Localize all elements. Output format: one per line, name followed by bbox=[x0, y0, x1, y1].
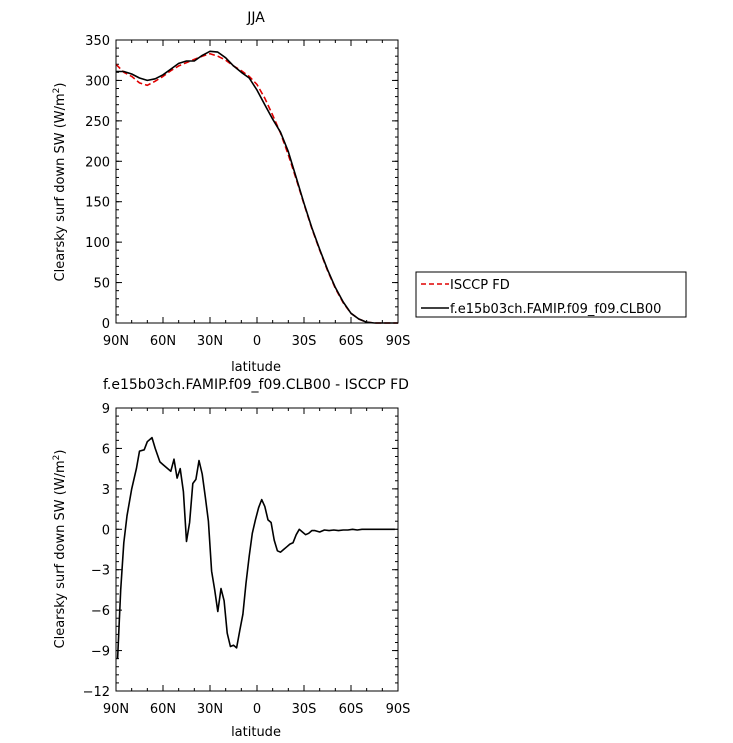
bottom-chart-frame bbox=[115, 407, 399, 692]
top-chart-y-axis-label: Clearsky surf down SW (W/m2) bbox=[52, 83, 68, 282]
x-tick-label: 90S bbox=[386, 702, 411, 717]
y-tick-label: 250 bbox=[85, 115, 110, 130]
bottom-chart-y-axis-label-text: Clearsky surf down SW (W/m bbox=[53, 460, 68, 648]
x-tick-label: 60S bbox=[339, 702, 364, 717]
x-tick-label: 30S bbox=[292, 334, 317, 349]
y-tick-label: 9 bbox=[102, 402, 110, 417]
bottom-chart-title: f.e15b03ch.FAMIP.f09_f09.CLB00 - ISCCP F… bbox=[103, 377, 409, 393]
x-tick-label: 30N bbox=[197, 334, 223, 349]
bottom-chart-ticks: 90N 60N 30N 0 30S 60S 90S 9 6 3 0 −3 −6 −9 −12 bbox=[83, 402, 411, 717]
top-chart-y-axis-label-end: ) bbox=[53, 83, 68, 88]
series-line-isccp-fd bbox=[115, 52, 398, 324]
x-tick-label: 90N bbox=[103, 702, 129, 717]
x-tick-label: 90S bbox=[386, 334, 411, 349]
top-chart-x-axis-label: latitude bbox=[231, 360, 281, 375]
y-tick-label: 0 bbox=[102, 523, 110, 538]
series-line-difference bbox=[116, 436, 395, 659]
top-chart: JJA latitude Clearsky surf down SW (W/m2… bbox=[52, 10, 687, 375]
series-line-f-e15b03ch-famip-f09-f09-clb00 bbox=[116, 50, 398, 324]
top-chart-series bbox=[115, 50, 398, 324]
top-chart-title: JJA bbox=[246, 10, 265, 26]
y-tick-label: 50 bbox=[93, 277, 110, 292]
y-tick-label: 150 bbox=[85, 196, 110, 211]
y-tick-label: −9 bbox=[91, 645, 110, 660]
y-tick-label: 300 bbox=[85, 74, 110, 89]
legend-label-model: f.e15b03ch.FAMIP.f09_f09.CLB00 bbox=[450, 302, 661, 317]
top-chart-legend: ISCCP FD f.e15b03ch.FAMIP.f09_f09.CLB00 bbox=[415, 271, 687, 318]
x-tick-label: 0 bbox=[253, 334, 261, 349]
y-tick-label: 6 bbox=[102, 442, 110, 457]
top-chart-frame bbox=[115, 39, 399, 324]
top-chart-y-axis-label-superscript: 2 bbox=[52, 88, 62, 94]
bottom-chart-y-axis-label: Clearsky surf down SW (W/m2) bbox=[52, 450, 68, 649]
top-chart-ticks: 90N 60N 30N 0 30S 60S 90S 0 50 100 150 200 250 300 350 bbox=[85, 34, 410, 349]
bottom-chart-y-axis-label-end: ) bbox=[53, 450, 68, 455]
x-tick-label: 30S bbox=[292, 702, 317, 717]
y-tick-label: −3 bbox=[91, 564, 110, 579]
bottom-chart-series bbox=[116, 436, 395, 659]
legend-label-isccp: ISCCP FD bbox=[450, 278, 510, 293]
x-tick-label: 60N bbox=[150, 702, 176, 717]
bottom-chart-x-axis-label: latitude bbox=[231, 725, 281, 740]
bottom-chart: f.e15b03ch.FAMIP.f09_f09.CLB00 - ISCCP F… bbox=[52, 377, 410, 740]
x-tick-label: 60S bbox=[339, 334, 364, 349]
y-tick-label: −12 bbox=[83, 685, 110, 700]
y-tick-label: 3 bbox=[102, 483, 110, 498]
y-tick-label: 0 bbox=[102, 317, 110, 332]
bottom-chart-y-axis-label-superscript: 2 bbox=[52, 455, 62, 461]
top-chart-y-axis-label-text: Clearsky surf down SW (W/m bbox=[53, 93, 68, 281]
x-tick-label: 0 bbox=[253, 702, 261, 717]
legend-box bbox=[415, 271, 687, 318]
y-tick-label: 350 bbox=[85, 34, 110, 49]
y-tick-label: 100 bbox=[85, 236, 110, 251]
y-tick-label: −6 bbox=[91, 604, 110, 619]
x-tick-label: 60N bbox=[150, 334, 176, 349]
y-tick-label: 200 bbox=[85, 155, 110, 170]
x-tick-label: 90N bbox=[103, 334, 129, 349]
x-tick-label: 30N bbox=[197, 702, 223, 717]
